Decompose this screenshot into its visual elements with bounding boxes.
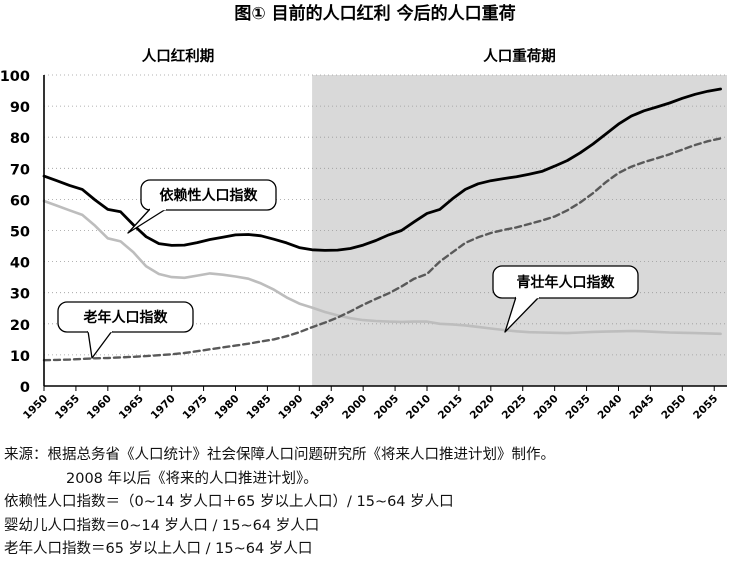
definition-line: 婴幼儿人口指数＝0~14 岁人口 / 15~64 岁人口	[4, 517, 320, 534]
callout-label: 老年人口指数	[84, 309, 169, 326]
callout-pointer	[504, 296, 540, 333]
x-tick-label: 1960	[85, 393, 114, 422]
series-line	[42, 137, 722, 362]
chart-title: 图① 目前的人口红利 今后的人口重荷	[234, 3, 515, 24]
x-tick-label: 2020	[468, 393, 497, 422]
x-tick-label: 2045	[627, 393, 656, 422]
x-tick-label: 2005	[372, 393, 401, 422]
y-tick-label: 80	[10, 131, 30, 147]
callout-box	[492, 265, 639, 299]
x-tick-label: 1985	[244, 393, 273, 422]
callout-box	[140, 179, 277, 211]
x-tick-label: 2010	[404, 393, 433, 422]
period-label: 人口红利期	[142, 47, 215, 65]
x-tick-label: 2050	[659, 393, 688, 422]
x-tick-label: 1965	[117, 393, 146, 422]
y-tick-label: 20	[10, 318, 30, 334]
y-tick-label: 60	[10, 193, 30, 209]
x-tick-label: 1970	[149, 393, 178, 422]
y-tick-label: 100	[0, 69, 30, 85]
x-tick-label: 1990	[276, 393, 305, 422]
callout-pointer	[127, 208, 167, 234]
y-tick-label: 40	[10, 256, 30, 272]
period-label: 人口重荷期	[483, 47, 556, 65]
callout: 依赖性人口指数	[127, 179, 277, 234]
x-tick-label: 2035	[564, 393, 593, 422]
y-tick-label: 70	[10, 162, 30, 178]
series-line	[42, 87, 722, 252]
callout: 老年人口指数	[57, 301, 194, 359]
y-tick-label: 50	[10, 225, 30, 241]
callout-pointer	[87, 330, 113, 359]
x-tick-label: 1995	[308, 393, 337, 422]
x-tick-label: 2015	[436, 393, 465, 422]
source-note-line: 2008 年以后《将来的人口推进计划》。	[66, 470, 318, 487]
callout-box	[57, 301, 194, 333]
callout: 青壮年人口指数	[492, 265, 639, 333]
x-tick-label: 2030	[532, 393, 561, 422]
source-note-line: 来源：根据总务省《人口统计》社会保障人口问题研究所《将来人口推进计划》制作。	[4, 447, 555, 463]
callout-label: 依赖性人口指数	[160, 187, 259, 204]
y-tick-label: 30	[10, 287, 30, 303]
y-tick-label: 10	[10, 349, 30, 365]
chart: 图① 目前的人口红利 今后的人口重荷 人口红利期 人口重荷期 依赖性人口指数老年人…	[0, 3, 727, 422]
series-line	[42, 199, 722, 336]
x-tick-label: 2040	[595, 393, 624, 422]
x-tick-label: 2055	[691, 393, 720, 422]
definition-line: 老年人口指数＝65 岁以上人口 / 15~64 岁人口	[4, 541, 313, 557]
x-tick-label: 2025	[500, 393, 529, 422]
x-tick-label: 1975	[181, 393, 210, 422]
source-notes: 来源：根据总务省《人口统计》社会保障人口问题研究所《将来人口推进计划》制作。 2…	[4, 444, 555, 562]
future-period-shade	[312, 75, 727, 386]
y-tick-label: 0	[20, 380, 30, 396]
x-tick-label: 1950	[21, 393, 50, 422]
definition-line: 依赖性人口指数＝（0~14 岁人口＋65 岁以上人口）/ 15~64 岁人口	[4, 494, 454, 510]
callout-label: 青壮年人口指数	[517, 274, 616, 291]
x-tick-label: 1955	[53, 393, 82, 422]
x-tick-label: 1980	[212, 393, 241, 422]
y-tick-label: 90	[10, 100, 30, 116]
x-tick-label: 2000	[340, 393, 369, 422]
